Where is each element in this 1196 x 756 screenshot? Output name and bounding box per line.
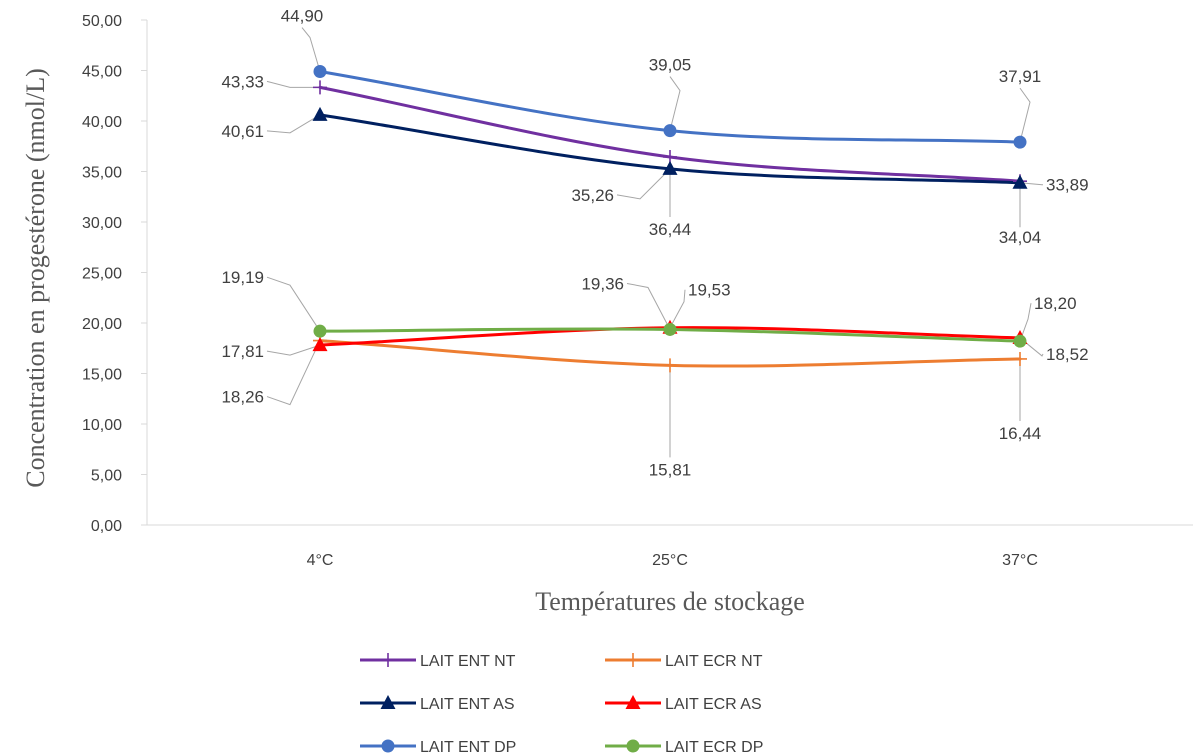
data-label-leader bbox=[301, 27, 321, 72]
data-label-leader bbox=[266, 114, 321, 134]
legend-item: LAIT ENT DP bbox=[360, 739, 516, 756]
data-label: 34,04 bbox=[999, 228, 1042, 247]
legend-item: LAIT ENT NT bbox=[360, 653, 516, 670]
x-axis-title: Températures de stockage bbox=[535, 587, 805, 616]
data-label-leader bbox=[616, 168, 671, 200]
data-label-leader bbox=[1019, 87, 1031, 143]
legend-label: LAIT ECR NT bbox=[665, 653, 763, 670]
data-label-leader bbox=[266, 344, 321, 356]
data-label: 35,26 bbox=[571, 186, 614, 205]
data-label-leader bbox=[266, 340, 321, 406]
data-point-marker bbox=[313, 324, 327, 338]
y-tick-label: 5,00 bbox=[91, 468, 122, 485]
data-label-leader bbox=[626, 282, 671, 330]
data-label: 43,33 bbox=[221, 72, 264, 91]
legend-marker bbox=[380, 695, 396, 709]
legend-label: LAIT ECR DP bbox=[665, 739, 763, 756]
legend-marker bbox=[381, 653, 395, 667]
x-tick-label: 25°C bbox=[652, 552, 688, 569]
legend: LAIT ENT NT LAIT ECR NT LAIT ENT AS LAIT EC… bbox=[360, 653, 763, 756]
data-point-marker bbox=[313, 65, 327, 79]
data-label: 15,81 bbox=[649, 460, 692, 479]
label-leader-lines bbox=[266, 27, 1044, 458]
data-point-marker bbox=[313, 80, 327, 95]
data-point-marker bbox=[663, 358, 677, 373]
data-label: 40,61 bbox=[221, 122, 264, 141]
legend-item: LAIT ECR DP bbox=[605, 739, 763, 756]
data-label-leader bbox=[669, 289, 686, 328]
legend-label: LAIT ENT DP bbox=[420, 739, 516, 756]
data-label: 33,89 bbox=[1046, 176, 1089, 195]
data-label: 44,90 bbox=[281, 7, 324, 26]
data-point-marker bbox=[662, 160, 678, 175]
data-label: 19,53 bbox=[688, 281, 731, 300]
legend-label: LAIT ECR AS bbox=[665, 696, 762, 713]
data-labels: 43,33 36,44 34,04 18,26 15,81 16,44 40,61 35,26… bbox=[221, 7, 1088, 480]
x-tick-label: 37°C bbox=[1002, 552, 1038, 569]
y-tick-label: 10,00 bbox=[82, 417, 122, 434]
data-label-leader bbox=[1019, 303, 1032, 342]
data-label: 37,91 bbox=[999, 67, 1042, 86]
data-label: 18,52 bbox=[1046, 345, 1089, 364]
legend-item: LAIT ECR AS bbox=[605, 695, 762, 713]
data-point-marker bbox=[1013, 334, 1027, 348]
data-label: 18,26 bbox=[221, 388, 264, 407]
y-tick-label: 15,00 bbox=[82, 367, 122, 384]
x-tick-label: 4°C bbox=[307, 552, 334, 569]
legend-marker bbox=[626, 739, 640, 753]
legend-marker bbox=[625, 695, 641, 709]
y-tick-label: 35,00 bbox=[82, 165, 122, 182]
y-tick-label: 45,00 bbox=[82, 64, 122, 81]
axes: 0,00 5,00 10,00 15,00 20,00 25,00 30,00 35,00 40… bbox=[82, 13, 1193, 569]
data-label-leader bbox=[669, 76, 681, 131]
data-point-marker bbox=[663, 322, 677, 336]
legend-item: LAIT ENT AS bbox=[360, 695, 515, 713]
data-point-marker bbox=[663, 124, 677, 138]
data-point-marker bbox=[312, 337, 328, 352]
y-tick-label: 0,00 bbox=[91, 518, 122, 535]
legend-label: LAIT ENT NT bbox=[420, 653, 516, 670]
data-label: 16,44 bbox=[999, 424, 1042, 443]
data-label: 39,05 bbox=[649, 56, 692, 75]
data-label: 19,19 bbox=[221, 268, 264, 287]
y-tick-label: 40,00 bbox=[82, 114, 122, 131]
data-point-marker bbox=[312, 106, 328, 121]
legend-marker bbox=[381, 739, 395, 753]
data-label-leader bbox=[1019, 182, 1043, 186]
data-point-marker bbox=[1012, 174, 1028, 189]
y-tick-label: 25,00 bbox=[82, 266, 122, 283]
data-label: 19,36 bbox=[581, 274, 624, 293]
y-tick-label: 20,00 bbox=[82, 316, 122, 333]
legend-label: LAIT ENT AS bbox=[420, 696, 515, 713]
legend-item: LAIT ECR NT bbox=[605, 653, 763, 670]
data-label: 17,81 bbox=[221, 342, 264, 361]
data-point-marker bbox=[1013, 351, 1027, 366]
data-point-marker bbox=[1013, 135, 1027, 149]
data-label-leader bbox=[266, 80, 320, 88]
y-tick-label: 30,00 bbox=[82, 215, 122, 232]
y-axis-title: Concentration en progestérone (nmol/L) bbox=[21, 68, 50, 487]
series-markers bbox=[312, 65, 1028, 373]
data-label: 18,20 bbox=[1034, 294, 1077, 313]
data-label: 36,44 bbox=[649, 220, 692, 239]
legend-marker bbox=[626, 653, 640, 667]
y-tick-label: 50,00 bbox=[82, 13, 122, 30]
data-label-leader bbox=[266, 276, 321, 332]
